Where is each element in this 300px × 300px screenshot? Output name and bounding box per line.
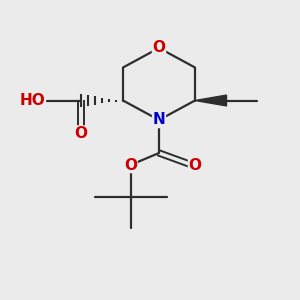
Text: O: O [188,158,202,172]
Text: O: O [152,40,166,56]
Text: O: O [74,126,88,141]
Polygon shape [195,95,226,106]
Text: HO: HO [19,93,45,108]
Text: N: N [153,112,165,128]
Text: O: O [124,158,137,172]
